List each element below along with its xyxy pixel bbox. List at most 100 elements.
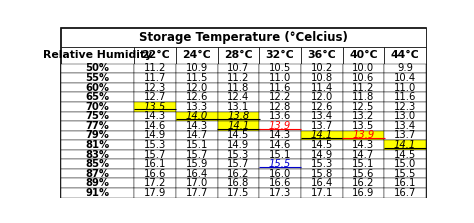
Text: 10.7: 10.7 [227,64,249,73]
Text: 10.2: 10.2 [310,64,333,73]
Text: 13.9: 13.9 [352,130,374,140]
Text: 14.9: 14.9 [227,140,249,150]
Text: 15.0: 15.0 [394,159,416,169]
Text: 16.0: 16.0 [269,169,291,179]
Text: 15.1: 15.1 [352,159,374,169]
Bar [134,92,176,102]
Bar [176,121,218,131]
Bar [259,112,301,121]
Text: 16.4: 16.4 [310,178,333,188]
Bar [61,188,134,198]
Bar [134,169,176,178]
Bar [176,150,218,159]
Bar [301,131,343,140]
Bar [134,131,176,140]
Text: 10.4: 10.4 [394,73,416,83]
Text: 14.5: 14.5 [394,150,416,160]
Text: 10.0: 10.0 [352,64,374,73]
Bar [301,64,343,73]
Text: 91%: 91% [86,188,109,198]
Bar [218,131,259,140]
Bar [259,178,301,188]
Bar [218,188,259,198]
Text: 17.7: 17.7 [185,188,208,198]
Text: 14.3: 14.3 [269,130,291,140]
Bar [61,47,134,64]
Bar [259,64,301,73]
Bar [301,169,343,178]
Text: 16.1: 16.1 [144,159,166,169]
Bar [384,102,426,112]
Text: 13.5: 13.5 [352,121,374,131]
Text: 13.2: 13.2 [352,111,374,121]
Bar [259,188,301,198]
Text: 14.5: 14.5 [227,130,249,140]
Text: 14.1: 14.1 [310,130,333,140]
Bar [384,73,426,83]
Text: 12.4: 12.4 [227,92,249,102]
Text: 79%: 79% [86,130,109,140]
Text: 11.8: 11.8 [352,92,374,102]
Text: 89%: 89% [86,178,109,188]
Text: 16.2: 16.2 [227,169,249,179]
Bar [218,47,259,64]
Bar [384,150,426,159]
Bar [301,188,343,198]
Text: 17.3: 17.3 [269,188,291,198]
Text: 13.4: 13.4 [394,121,416,131]
Bar [176,64,218,73]
Text: 16.8: 16.8 [227,178,249,188]
Bar [218,150,259,159]
Text: 12.2: 12.2 [269,92,291,102]
Bar [343,150,384,159]
Bar [343,47,384,64]
Text: 14.6: 14.6 [269,140,291,150]
Bar [134,102,176,112]
Bar [301,150,343,159]
Text: 16.6: 16.6 [269,178,291,188]
Bar [343,140,384,150]
Text: 15.5: 15.5 [394,169,416,179]
Text: 13.8: 13.8 [227,111,249,121]
Bar [384,121,426,131]
Text: Storage Temperature (°Celcius): Storage Temperature (°Celcius) [139,31,348,43]
Text: 11.7: 11.7 [144,73,166,83]
Bar [384,83,426,92]
Text: 11.2: 11.2 [227,73,249,83]
Text: 15.7: 15.7 [227,159,249,169]
Text: 14.9: 14.9 [310,150,333,160]
Text: 15.1: 15.1 [185,140,208,150]
Text: 14.6: 14.6 [144,121,166,131]
Bar [343,92,384,102]
Bar [259,169,301,178]
Bar [61,92,134,102]
Text: 15.1: 15.1 [269,150,291,160]
Text: 14.0: 14.0 [185,111,208,121]
Bar [384,178,426,188]
Text: 40°C: 40°C [349,50,378,60]
Bar [218,92,259,102]
Bar [218,121,259,131]
Bar [134,64,176,73]
Text: 11.5: 11.5 [185,73,208,83]
Bar [384,188,426,198]
Bar [134,178,176,188]
Bar [61,159,134,169]
Bar [259,47,301,64]
Bar [176,83,218,92]
Text: 15.3: 15.3 [144,140,166,150]
Bar [61,112,134,121]
Text: 16.1: 16.1 [394,178,416,188]
Bar [218,159,259,169]
Bar [384,47,426,64]
Text: 14.7: 14.7 [185,130,208,140]
Bar [343,169,384,178]
Bar [61,150,134,159]
Bar [176,169,218,178]
Bar [61,83,134,92]
Text: 12.6: 12.6 [310,102,333,112]
Bar [301,83,343,92]
Text: 24°C: 24°C [182,50,211,60]
Text: 11.2: 11.2 [144,64,166,73]
Bar [61,73,134,83]
